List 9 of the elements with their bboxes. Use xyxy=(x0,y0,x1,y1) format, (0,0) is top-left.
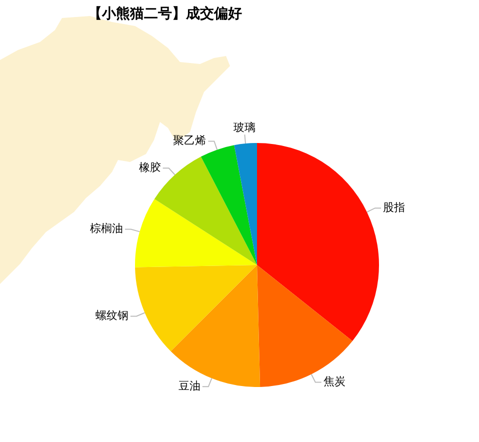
slice-label: 股指 xyxy=(383,200,405,214)
slice-label: 聚乙烯 xyxy=(173,134,206,148)
slice-label: 橡胶 xyxy=(138,160,161,174)
slice-label: 焦炭 xyxy=(323,375,346,388)
chart-title: 【小熊猫二号】成交偏好 xyxy=(88,5,242,23)
slice-label: 棕榈油 xyxy=(90,222,123,236)
slice-label: 玻璃 xyxy=(234,120,256,134)
slice-label: 螺纹钢 xyxy=(95,309,128,322)
slice-label: 豆油 xyxy=(178,380,200,393)
